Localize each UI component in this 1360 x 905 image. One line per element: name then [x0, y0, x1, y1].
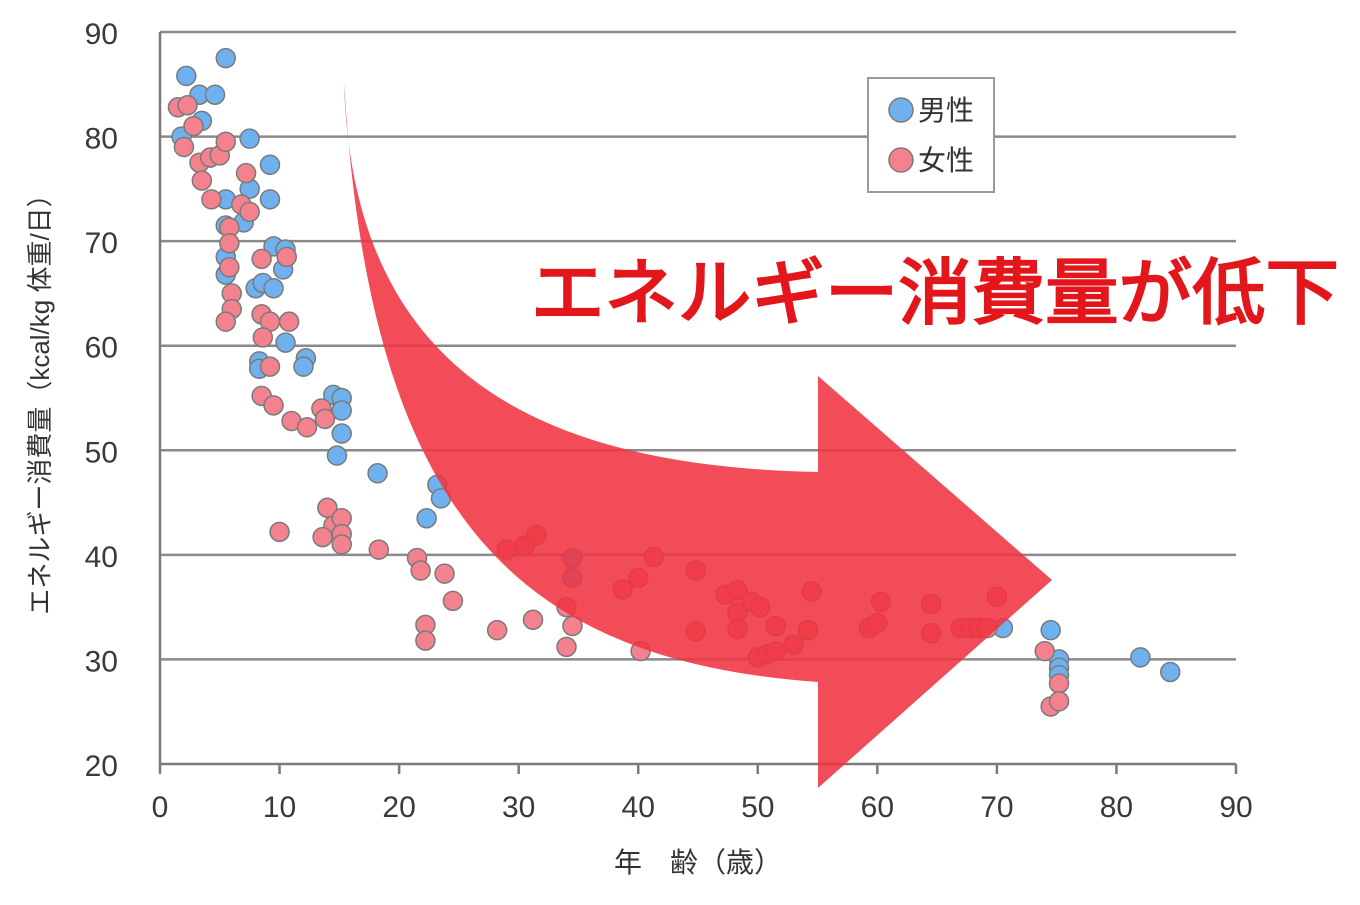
female-data-point — [1048, 691, 1070, 712]
female-data-point — [434, 563, 455, 584]
male-data-point — [215, 47, 237, 69]
male-data-point — [1130, 647, 1151, 668]
x-tick-label: 60 — [861, 791, 894, 824]
x-tick-label: 30 — [502, 791, 535, 824]
x-tick-label: 40 — [622, 791, 655, 824]
male-data-point — [1159, 661, 1181, 683]
male-data-point — [367, 463, 388, 484]
female-data-point — [415, 630, 436, 651]
female-data-point — [219, 257, 240, 278]
x-tick-label: 80 — [1100, 791, 1133, 824]
female-data-point — [276, 246, 297, 268]
male-data-point — [176, 65, 197, 87]
female-data-point — [278, 311, 300, 332]
female-data-point — [486, 619, 508, 641]
female-data-point — [562, 615, 583, 637]
female-data-point — [263, 395, 284, 416]
y-axis-label: エネルギー消費量（kcal/kg 体重/日） — [25, 181, 55, 614]
y-tick-label: 80 — [85, 123, 118, 156]
male-data-point — [239, 128, 260, 149]
x-tick-label: 70 — [980, 791, 1013, 824]
y-tick-label: 50 — [85, 436, 118, 469]
female-data-point — [201, 189, 222, 210]
male-data-point — [275, 332, 296, 353]
male-data-point — [259, 154, 281, 176]
female-data-point — [252, 327, 274, 348]
y-tick-label: 20 — [85, 750, 118, 783]
female-data-point — [215, 131, 237, 153]
female-data-point — [259, 356, 281, 377]
female-data-point — [1034, 640, 1055, 662]
legend-box — [867, 77, 995, 193]
y-tick-label: 30 — [85, 645, 118, 678]
female-data-point — [442, 590, 464, 612]
female-data-point — [215, 311, 237, 332]
male-data-point — [263, 277, 284, 299]
female-data-point — [410, 560, 431, 581]
legend-marker-male — [888, 97, 914, 123]
female-data-point — [269, 521, 290, 543]
legend-label-female: 女性 — [918, 145, 974, 176]
female-data-point — [1048, 673, 1070, 694]
female-data-point — [312, 526, 333, 548]
male-data-point — [204, 84, 226, 105]
female-data-point — [173, 136, 195, 158]
annotation-text: エネルギー消費量が低下 — [531, 254, 1339, 334]
female-data-point — [191, 170, 213, 191]
female-data-point — [296, 417, 318, 438]
male-data-point — [326, 445, 348, 466]
x-tick-label: 50 — [741, 791, 774, 824]
female-data-point — [368, 539, 390, 560]
female-data-point — [251, 248, 272, 270]
y-tick-label: 40 — [85, 541, 118, 574]
female-data-point — [235, 162, 257, 184]
legend-label-male: 男性 — [918, 95, 974, 126]
x-tick-label: 10 — [263, 791, 296, 824]
y-tick-label: 60 — [85, 332, 118, 365]
legend-marker-female — [888, 147, 914, 173]
x-tick-label: 20 — [382, 791, 415, 824]
x-tick-label: 90 — [1219, 791, 1252, 824]
male-data-point — [293, 356, 314, 377]
male-data-point — [416, 508, 437, 529]
female-data-point — [239, 201, 260, 223]
x-tick-label: 0 — [152, 791, 169, 824]
female-data-point — [183, 115, 204, 137]
female-data-point — [556, 636, 577, 658]
male-data-point — [331, 400, 352, 421]
male-data-point — [331, 423, 352, 444]
x-axis-label: 年 齢（歳） — [614, 847, 782, 878]
y-tick-label: 70 — [85, 227, 118, 260]
male-data-point — [1040, 619, 1061, 641]
female-data-point — [331, 534, 352, 555]
male-data-point — [259, 189, 281, 210]
female-data-point — [314, 408, 336, 430]
trend-arrow-shape — [344, 82, 1052, 788]
female-data-point — [177, 94, 198, 116]
female-data-point — [219, 232, 240, 254]
female-data-point — [522, 609, 544, 630]
axes: 20 30 40 50 60 70 80 90 0 10 20 30 40 50 60 70 80 90 — [85, 18, 1253, 824]
trend-arrow — [344, 82, 1052, 788]
y-tick-label: 90 — [85, 18, 118, 51]
